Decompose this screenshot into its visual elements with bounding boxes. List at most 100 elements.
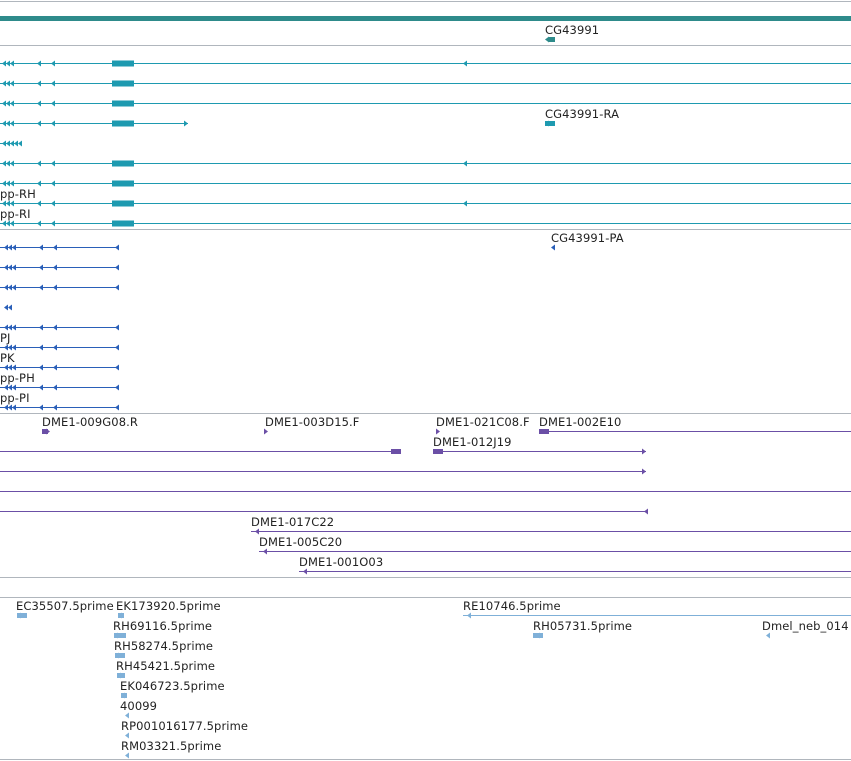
est-label[interactable]: RE10746.5prime [463,599,561,613]
transcript-arrow-icon [2,60,6,67]
protein-arrow-icon [12,344,16,351]
transcript-exon [112,220,134,227]
clone-label[interactable]: DME1-003D15.F [265,415,360,429]
protein-arrow-icon [53,384,57,391]
est-label[interactable]: RP001016177.5prime [121,719,249,733]
protein-arrow-icon [53,364,57,371]
transcript-label[interactable]: pp-RI [0,207,31,221]
transcript-label[interactable]: pp-RH [0,187,36,201]
transcript-arrow-icon [2,120,6,127]
transcript-arrow-icon [37,60,41,67]
protein-arrow-icon [4,344,8,351]
protein-label[interactable]: pp-PH [0,371,35,385]
transcript-arrow-icon [10,180,14,187]
clone-block [42,429,48,434]
protein-arrow-icon [8,364,12,371]
protein-label[interactable]: pp-PI [0,391,30,405]
protein-arrow-icon [8,304,12,311]
transcript-exon [112,60,134,67]
clone-arrow-icon [264,428,268,435]
gene-bar[interactable] [0,16,851,21]
protein-arrow-icon [4,244,8,251]
clone-label[interactable]: DME1-002E10 [539,415,622,429]
transcript-arrow-icon [2,80,6,87]
protein-label[interactable]: PJ [0,331,11,345]
est-arrow-icon [125,752,129,759]
protein-arrow-icon [12,404,16,411]
gene-exon[interactable] [549,37,555,42]
transcript-arrow-icon [10,200,14,207]
protein-arrow-icon [12,284,16,291]
clone-label[interactable]: DME1-009G08.R [42,415,138,429]
clone-label[interactable]: DME1-001O03 [299,555,384,569]
est-arrow-icon [117,672,121,679]
transcript-arrow-icon [51,60,55,67]
transcript-label[interactable]: CG43991-RA [545,107,620,121]
protein-arrow-icon [115,324,119,331]
protein-arrow-icon [8,284,12,291]
transcript-arrow-icon [51,80,55,87]
clone-track[interactable] [0,428,851,575]
protein-label[interactable]: CG43991-PA [551,231,624,245]
protein-arrow-icon [12,264,16,271]
protein-label[interactable]: PK [0,351,15,365]
clone-label[interactable]: DME1-017C22 [251,515,335,529]
protein-track[interactable] [0,244,555,411]
protein-arrow-icon [12,244,16,251]
clone-arrow-icon [303,568,307,575]
est-label[interactable]: EK173920.5prime [116,599,221,613]
clone-arrow-icon [644,508,648,515]
transcript-arrow-icon [184,120,188,127]
transcript-arrow-icon [463,160,467,167]
est-label[interactable]: RH45421.5prime [116,659,216,673]
gene-arrow-icon [545,36,549,43]
transcript-arrow-icon [2,140,6,147]
est-label[interactable]: RH69116.5prime [113,619,213,633]
est-block [114,633,126,638]
transcript-arrow-icon [6,120,10,127]
transcript-track[interactable] [0,60,851,227]
protein-arrow-icon [4,304,8,311]
protein-arrow-icon [39,344,43,351]
protein-arrow-icon [8,244,12,251]
gene-track[interactable] [0,16,851,43]
protein-arrow-icon [4,264,8,271]
protein-arrow-icon [115,364,119,371]
transcript-arrow-icon [51,200,55,207]
est-track[interactable] [17,612,851,759]
est-arrow-icon [118,612,122,619]
clone-label[interactable]: DME1-021C08.F [436,415,530,429]
est-label[interactable]: RH58274.5prime [114,639,214,653]
clone-label[interactable]: DME1-005C20 [259,535,343,549]
protein-arrow-icon [4,364,8,371]
est-arrow-icon [121,692,125,699]
transcript-arrow-icon [10,100,14,107]
transcript-arrow-icon [10,120,14,127]
transcript-arrow-icon [10,160,14,167]
transcript-arrow-icon [51,180,55,187]
transcript-arrow-icon [14,140,18,147]
protein-arrow-icon [39,324,43,331]
protein-arrow-icon [115,384,119,391]
est-arrow-icon [115,652,119,659]
clone-arrow-icon [642,468,646,475]
transcript-arrow-icon [37,80,41,87]
est-label[interactable]: RM03321.5prime [121,739,222,753]
protein-arrow-icon [12,324,16,331]
est-label[interactable]: RH05731.5prime [533,619,633,633]
est-label[interactable]: Dmel_neb_014 [762,619,849,633]
clone-block [539,429,549,434]
transcript-arrow-icon [37,220,41,227]
transcript-arrow-icon [10,220,14,227]
protein-arrow-icon [115,344,119,351]
est-label[interactable]: EK046723.5prime [120,679,225,693]
transcript-arrow-icon [6,220,10,227]
clone-label[interactable]: DME1-012J19 [433,435,512,449]
est-label[interactable]: EC35507.5prime [16,599,114,613]
gene-label[interactable]: CG43991 [545,23,600,37]
protein-arrow-icon [53,344,57,351]
protein-arrow-icon [115,404,119,411]
protein-arrow-icon [551,244,555,251]
est-label[interactable]: 40099 [120,699,158,713]
protein-arrow-icon [4,284,8,291]
